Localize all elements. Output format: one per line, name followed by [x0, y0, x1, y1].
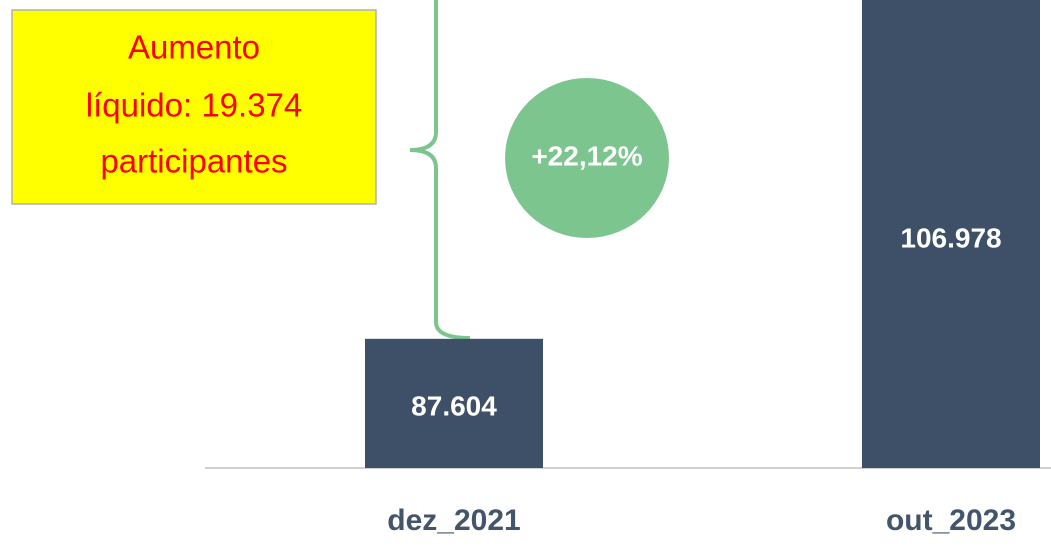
x-tick-label: out_2023 [886, 504, 1016, 537]
bar [862, 0, 1040, 469]
x-tick-label: dez_2021 [387, 504, 520, 537]
value-label: 87.604 [411, 390, 497, 421]
annotation-text: participantes [100, 143, 287, 180]
percent-text: +22,12% [531, 140, 642, 171]
annotation-text: Aumento [128, 29, 260, 66]
percent-bubble [505, 78, 669, 238]
annotation-box [11, 9, 377, 205]
value-label: 106.978 [900, 222, 1001, 253]
annotation-text: líquido: 19.374 [86, 87, 303, 124]
brace [409, 0, 471, 340]
bar [365, 338, 543, 468]
